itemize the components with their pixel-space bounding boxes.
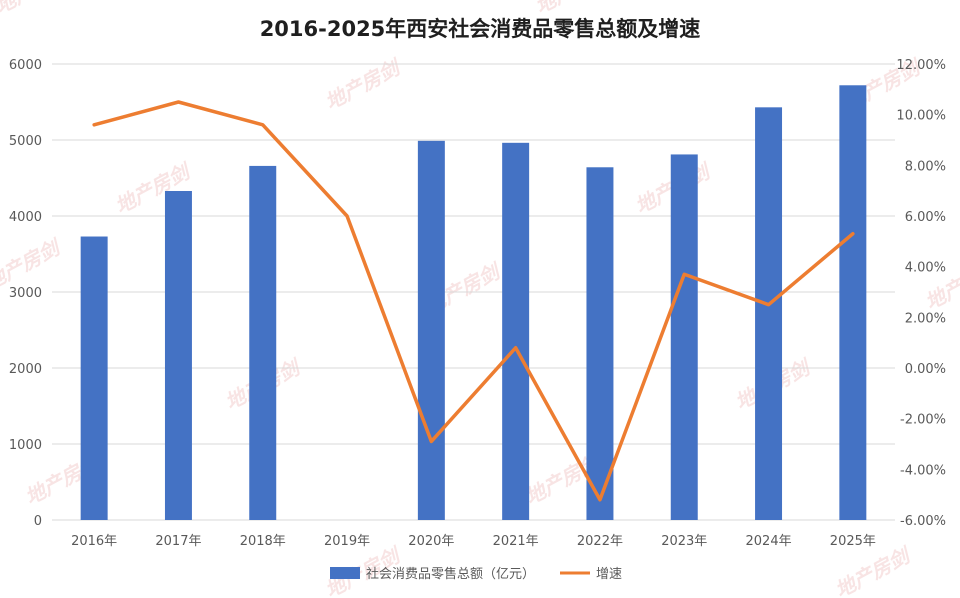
right-axis-tick-label: -2.00% xyxy=(900,413,946,428)
right-axis-tick-label: 12.00% xyxy=(896,58,946,73)
x-axis-tick-label: 2022年 xyxy=(577,534,623,549)
line-series xyxy=(92,100,855,502)
bar xyxy=(164,190,192,520)
watermark-text: 地产房剑 xyxy=(531,0,616,18)
legend-swatch-bar xyxy=(330,567,360,579)
right-axis-tick-label: 8.00% xyxy=(905,159,946,174)
x-axis-tick-label: 2016年 xyxy=(71,534,117,549)
left-axis-tick-label: 3000 xyxy=(9,286,42,301)
bar xyxy=(586,167,614,520)
left-axis-tick-label: 1000 xyxy=(9,438,42,453)
x-axis-tick-label: 2017年 xyxy=(155,534,201,549)
x-axis-tick-label: 2025年 xyxy=(830,534,876,549)
right-axis-tick-label: 0.00% xyxy=(905,362,946,377)
bar xyxy=(670,154,698,520)
watermark-text: 地产房剑 xyxy=(831,542,916,598)
bar xyxy=(502,142,530,520)
x-axis-tick-label: 2023年 xyxy=(661,534,707,549)
left-axis-tick-label: 2000 xyxy=(9,362,42,377)
bar xyxy=(80,236,108,520)
bar xyxy=(417,140,445,520)
x-axis-tick-label: 2018年 xyxy=(240,534,286,549)
legend-label-bar: 社会消费品零售总额（亿元） xyxy=(366,566,535,582)
left-axis-tick-label: 6000 xyxy=(9,58,42,73)
left-axis-tick-label: 0 xyxy=(34,514,42,529)
watermark-text: 地产房剑 xyxy=(0,0,77,18)
gridlines xyxy=(52,63,895,521)
chart-title: 2016-2025年西安社会消费品零售总额及增速 xyxy=(260,17,701,41)
bar-series xyxy=(80,85,867,520)
bar xyxy=(755,107,783,520)
x-axis-tick-label: 2021年 xyxy=(493,534,539,549)
legend-label-line: 增速 xyxy=(596,567,622,582)
x-axis-ticks: 2016年 2017年 2018年 2019年 2020年 2021年 2022年 2023年… xyxy=(71,534,876,549)
x-axis-tick-label: 2020年 xyxy=(408,534,454,549)
x-axis-tick-label: 2019年 xyxy=(324,534,370,549)
right-axis-tick-label: 4.00% xyxy=(905,261,946,276)
right-axis-tick-label: -6.00% xyxy=(900,514,946,529)
growth-line xyxy=(92,100,855,502)
right-axis-tick-label: 10.00% xyxy=(896,109,946,124)
right-axis-tick-label: -4.00% xyxy=(900,463,946,478)
right-axis-ticks: -6.00% -4.00% -2.00% 0.00% 2.00% 4.00% 6.00% 8.… xyxy=(896,58,946,529)
bar xyxy=(249,165,277,520)
watermark-text: 地产房剑 xyxy=(321,54,406,115)
bar xyxy=(839,85,867,520)
x-axis-tick-label: 2024年 xyxy=(746,534,792,549)
legend: 社会消费品零售总额（亿元） 增速 xyxy=(330,566,622,582)
left-axis-tick-label: 4000 xyxy=(9,210,42,225)
right-axis-tick-label: 6.00% xyxy=(905,210,946,225)
right-axis-tick-label: 2.00% xyxy=(905,311,946,326)
left-axis-ticks: 0 1000 2000 3000 4000 5000 6000 xyxy=(9,58,42,529)
left-axis-tick-label: 5000 xyxy=(9,134,42,149)
